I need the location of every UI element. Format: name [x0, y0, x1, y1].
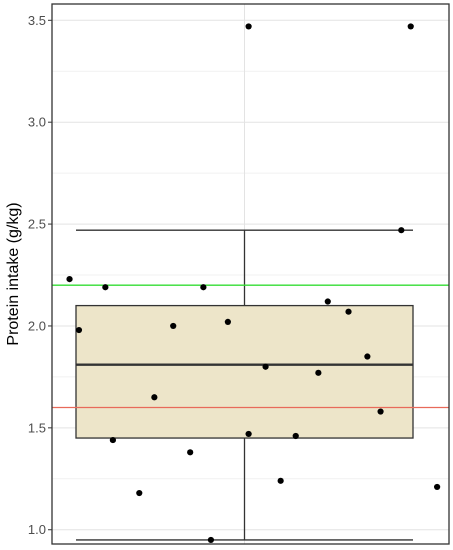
data-point	[151, 394, 158, 401]
y-tick-label: 1.5	[28, 420, 46, 435]
data-point	[315, 369, 322, 376]
panel-border	[51, 3, 450, 545]
data-point	[102, 284, 109, 291]
data-point	[292, 432, 299, 440]
data-point	[170, 322, 177, 330]
y-tick-label: 2.5	[28, 217, 46, 232]
data-point	[277, 477, 284, 484]
data-point	[75, 326, 83, 334]
y-axis-ticks: 1.0 1.5 2.0 2.5 3.0 3.5	[28, 13, 52, 537]
data-point	[136, 489, 143, 497]
y-axis-title: Protein intake (g/kg)	[5, 202, 22, 345]
data-point	[377, 408, 384, 415]
data-point	[224, 318, 231, 325]
data-point	[200, 284, 207, 291]
y-tick-label: 3.5	[28, 13, 46, 28]
data-point	[187, 449, 194, 456]
data-point	[207, 536, 215, 544]
data-point	[434, 483, 441, 491]
y-tick-label: 2.0	[28, 318, 46, 333]
y-tick-label: 1.0	[28, 522, 46, 537]
grid	[52, 4, 449, 544]
data-point	[245, 430, 252, 438]
y-tick-label: 3.0	[28, 115, 46, 130]
interquartile-box	[75, 304, 414, 439]
box-and-whiskers	[75, 229, 414, 541]
data-points	[66, 23, 441, 544]
data-point	[407, 23, 414, 30]
data-point	[109, 436, 116, 444]
data-point	[262, 363, 269, 370]
data-point	[398, 227, 405, 234]
data-point	[364, 353, 371, 360]
data-point	[66, 275, 73, 283]
data-point	[324, 298, 331, 305]
data-point	[245, 23, 252, 30]
data-point	[345, 308, 352, 315]
reference-lines	[52, 284, 449, 409]
